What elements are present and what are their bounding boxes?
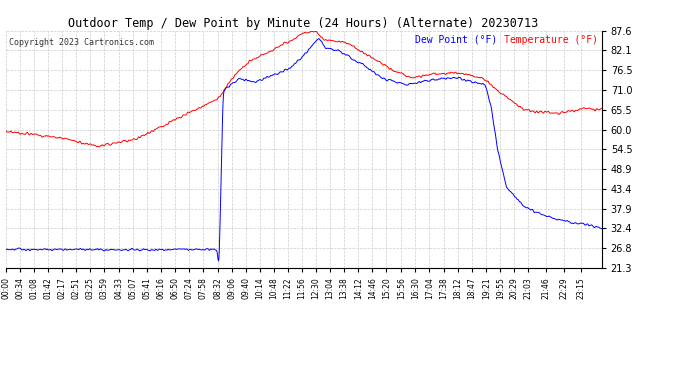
Title: Outdoor Temp / Dew Point by Minute (24 Hours) (Alternate) 20230713: Outdoor Temp / Dew Point by Minute (24 H…	[68, 16, 539, 30]
Legend: Dew Point (°F), Temperature (°F): Dew Point (°F), Temperature (°F)	[409, 31, 602, 48]
Text: Copyright 2023 Cartronics.com: Copyright 2023 Cartronics.com	[8, 38, 153, 47]
